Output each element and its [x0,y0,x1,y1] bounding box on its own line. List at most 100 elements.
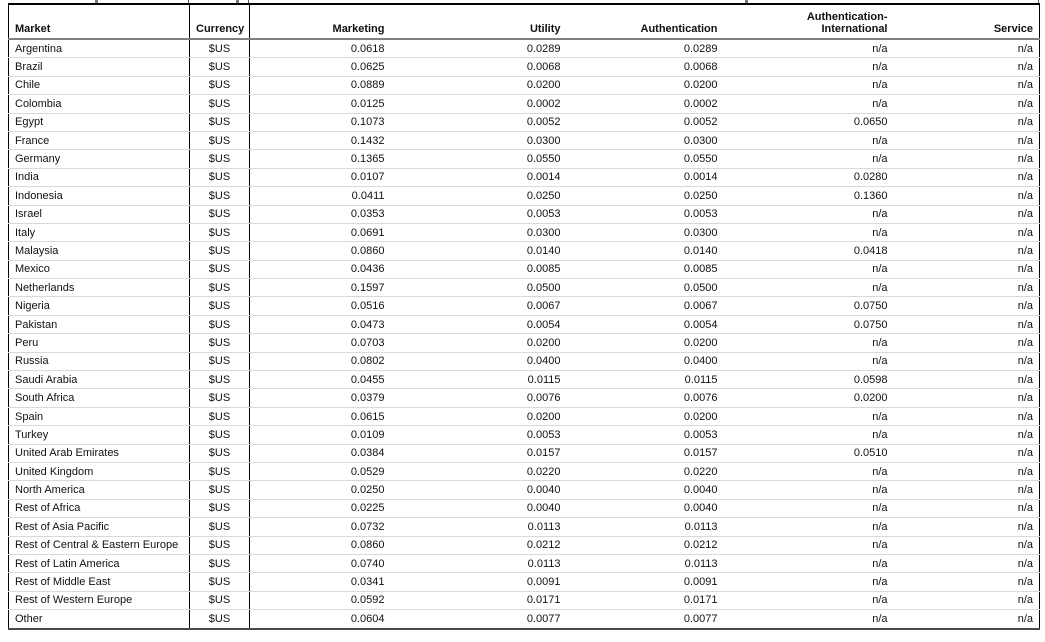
authentication-cell[interactable]: 0.0171 [566,591,724,611]
service-cell[interactable]: n/a [893,370,1040,390]
market-cell[interactable]: United Arab Emirates [8,444,190,463]
marketing-cell[interactable]: 0.0384 [249,444,391,463]
market-cell[interactable]: Chile [8,76,190,96]
header-authentication[interactable]: Authentication [566,4,724,40]
authentication-international-cell[interactable]: n/a [723,205,894,224]
market-cell[interactable]: Egypt [8,113,190,132]
marketing-cell[interactable]: 0.1073 [249,113,391,132]
market-cell[interactable]: Russia [8,352,190,372]
service-cell[interactable]: n/a [893,205,1040,224]
authentication-international-cell[interactable]: n/a [723,39,894,59]
service-cell[interactable]: n/a [893,407,1040,427]
authentication-cell[interactable]: 0.0140 [566,241,724,261]
header-service[interactable]: Service [893,4,1040,40]
authentication-cell[interactable]: 0.0115 [566,370,724,390]
market-cell[interactable]: Colombia [8,94,190,114]
authentication-international-cell[interactable]: 0.0650 [723,113,894,132]
market-cell[interactable]: Rest of Middle East [8,572,190,592]
authentication-international-cell[interactable]: n/a [723,407,894,427]
currency-cell[interactable]: $US [189,591,250,611]
currency-cell[interactable]: $US [189,407,250,427]
market-cell[interactable]: Turkey [8,425,190,445]
market-cell[interactable]: United Kingdom [8,462,190,482]
marketing-cell[interactable]: 0.0436 [249,260,391,280]
currency-cell[interactable]: $US [189,609,250,629]
authentication-international-cell[interactable]: n/a [723,591,894,611]
market-cell[interactable]: Italy [8,223,190,243]
utility-cell[interactable]: 0.0500 [390,278,567,298]
service-cell[interactable]: n/a [893,536,1040,555]
utility-cell[interactable]: 0.0085 [390,260,567,280]
marketing-cell[interactable]: 0.0109 [249,425,391,445]
authentication-international-cell[interactable]: n/a [723,352,894,372]
authentication-cell[interactable]: 0.0040 [566,480,724,500]
utility-cell[interactable]: 0.0068 [390,57,567,77]
market-cell[interactable]: Spain [8,407,190,427]
authentication-cell[interactable]: 0.0054 [566,315,724,335]
service-cell[interactable]: n/a [893,57,1040,77]
header-marketing[interactable]: Marketing [249,4,391,40]
market-cell[interactable]: Rest of Central & Eastern Europe [8,536,190,555]
market-cell[interactable]: Other [8,609,190,629]
market-cell[interactable]: Indonesia [8,186,190,206]
currency-cell[interactable]: $US [189,260,250,280]
service-cell[interactable]: n/a [893,462,1040,482]
authentication-international-cell[interactable]: n/a [723,554,894,574]
marketing-cell[interactable]: 0.0691 [249,223,391,243]
market-cell[interactable]: North America [8,480,190,500]
marketing-cell[interactable]: 0.0889 [249,76,391,96]
marketing-cell[interactable]: 0.0592 [249,591,391,611]
market-cell[interactable]: Malaysia [8,241,190,261]
utility-cell[interactable]: 0.0053 [390,425,567,445]
marketing-cell[interactable]: 0.0250 [249,480,391,500]
service-cell[interactable]: n/a [893,591,1040,611]
authentication-cell[interactable]: 0.0053 [566,205,724,224]
authentication-international-cell[interactable]: n/a [723,260,894,280]
authentication-cell[interactable]: 0.0002 [566,94,724,114]
service-cell[interactable]: n/a [893,352,1040,372]
currency-cell[interactable]: $US [189,352,250,372]
marketing-cell[interactable]: 0.0125 [249,94,391,114]
currency-cell[interactable]: $US [189,462,250,482]
authentication-cell[interactable]: 0.0400 [566,352,724,372]
authentication-international-cell[interactable]: n/a [723,536,894,555]
utility-cell[interactable]: 0.0300 [390,223,567,243]
marketing-cell[interactable]: 0.0625 [249,57,391,77]
marketing-cell[interactable]: 0.0529 [249,462,391,482]
authentication-international-cell[interactable]: n/a [723,76,894,96]
currency-cell[interactable]: $US [189,333,250,353]
marketing-cell[interactable]: 0.0618 [249,39,391,59]
market-cell[interactable]: Rest of Asia Pacific [8,517,190,537]
authentication-cell[interactable]: 0.0053 [566,425,724,445]
authentication-cell[interactable]: 0.0200 [566,76,724,96]
service-cell[interactable]: n/a [893,444,1040,463]
utility-cell[interactable]: 0.0140 [390,241,567,261]
utility-cell[interactable]: 0.0157 [390,444,567,463]
utility-cell[interactable]: 0.0115 [390,370,567,390]
market-cell[interactable]: Germany [8,149,190,169]
service-cell[interactable]: n/a [893,113,1040,132]
marketing-cell[interactable]: 0.1365 [249,149,391,169]
currency-cell[interactable]: $US [189,168,250,188]
market-cell[interactable]: Mexico [8,260,190,280]
utility-cell[interactable]: 0.0113 [390,554,567,574]
authentication-cell[interactable]: 0.0300 [566,223,724,243]
utility-cell[interactable]: 0.0250 [390,186,567,206]
header-utility[interactable]: Utility [390,4,567,40]
utility-cell[interactable]: 0.0054 [390,315,567,335]
authentication-international-cell[interactable]: 0.0200 [723,388,894,408]
marketing-cell[interactable]: 0.0379 [249,388,391,408]
market-cell[interactable]: Argentina [8,39,190,59]
currency-cell[interactable]: $US [189,554,250,574]
marketing-cell[interactable]: 0.1432 [249,131,391,151]
utility-cell[interactable]: 0.0171 [390,591,567,611]
marketing-cell[interactable]: 0.0802 [249,352,391,372]
authentication-international-cell[interactable]: n/a [723,517,894,537]
authentication-cell[interactable]: 0.0067 [566,296,724,316]
currency-cell[interactable]: $US [189,186,250,206]
marketing-cell[interactable]: 0.0107 [249,168,391,188]
authentication-cell[interactable]: 0.0157 [566,444,724,463]
service-cell[interactable]: n/a [893,241,1040,261]
service-cell[interactable]: n/a [893,39,1040,59]
utility-cell[interactable]: 0.0289 [390,39,567,59]
